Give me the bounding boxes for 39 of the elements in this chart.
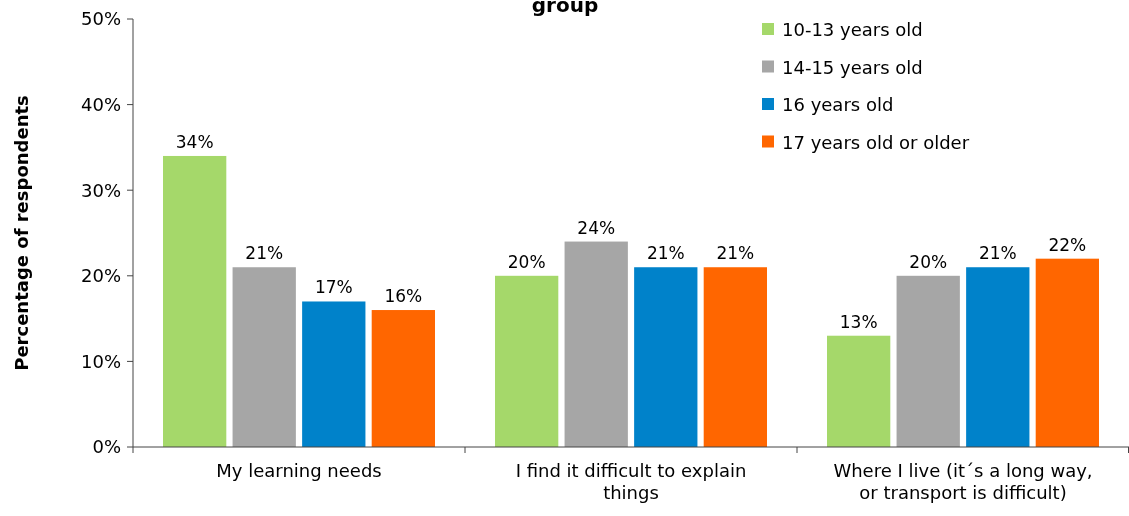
bar [163,155,227,447]
y-tick-label: 40% [80,93,121,115]
x-tick-label: I find it difficult to explain things [515,460,747,503]
bar [896,275,960,447]
y-tick-label: 10% [80,350,121,372]
data-label: 13% [839,311,878,332]
chart-title: group [531,0,599,17]
x-tick-label: My learning needs [216,460,382,481]
bar [371,310,435,447]
bar [564,241,628,447]
bar [232,267,296,447]
data-label: 22% [1048,234,1087,255]
data-label: 20% [909,251,948,272]
legend-label: 16 years old [782,94,894,116]
data-label: 21% [716,243,755,264]
data-label: 16% [384,286,423,307]
bar [634,267,698,447]
data-label: 21% [245,243,284,264]
bar [703,267,767,447]
y-tick-label: 30% [80,179,121,201]
legend-label: 17 years old or older [782,131,970,153]
x-tick-label: Where I live (it´s a long way, or transport is difficult) [833,460,1093,503]
data-label: 24% [577,217,616,238]
data-label: 34% [175,131,214,152]
bar [1035,258,1099,447]
y-tick-label: 0% [92,436,121,458]
data-label: 20% [507,251,546,272]
bar [966,267,1030,447]
bar [495,275,559,447]
y-tick-label: 20% [80,265,121,287]
y-axis-title: Percentage of respondents [11,95,32,371]
legend-label: 14-15 years old [782,56,923,78]
data-label: 21% [978,243,1017,264]
legend-label: 10-13 years old [782,19,923,41]
bar [827,335,891,447]
data-label: 21% [646,243,685,264]
y-tick-label: 50% [80,8,121,30]
data-label: 17% [314,277,353,298]
bar [302,301,366,447]
